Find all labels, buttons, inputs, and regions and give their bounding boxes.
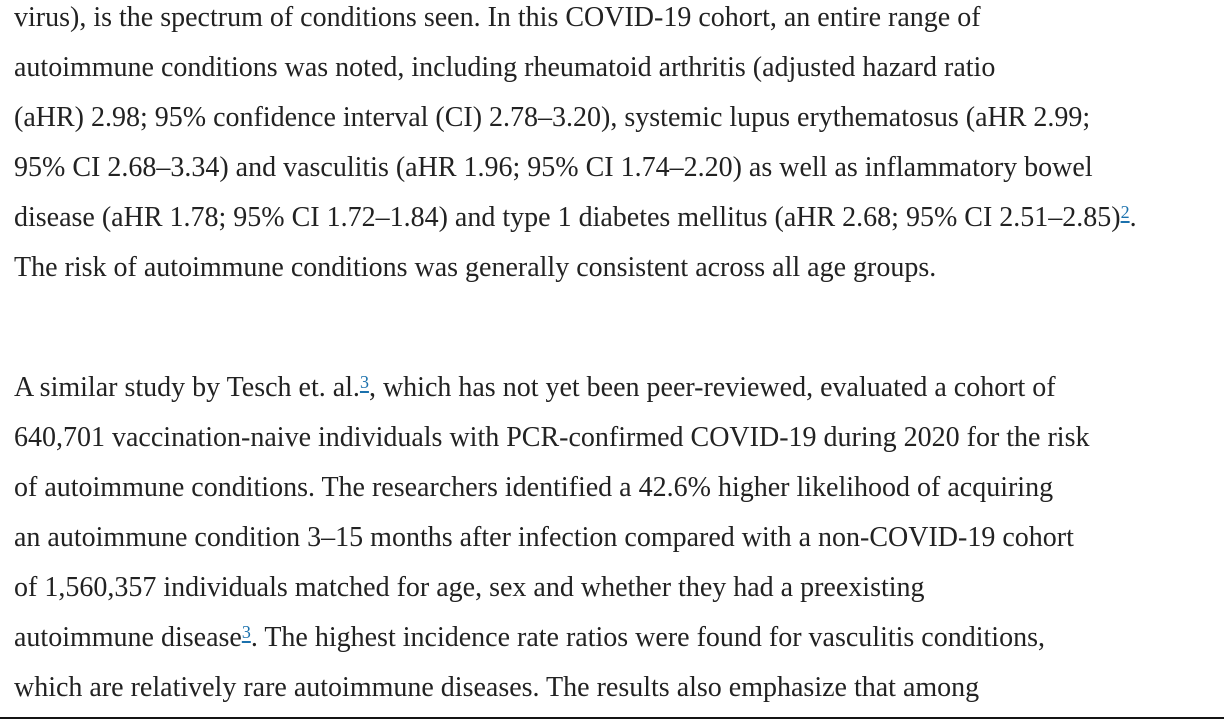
text-line: disease (aHR 1.78; 95% CI 1.72–1.84) and… bbox=[14, 193, 1208, 243]
text-run: (aHR) 2.98; 95% confidence interval (CI)… bbox=[14, 102, 1091, 133]
paragraph: A similar study by Tesch et. al.3, which… bbox=[14, 363, 1208, 713]
text-run: of autoimmune conditions. The researcher… bbox=[14, 472, 1054, 503]
reference-link[interactable]: 2 bbox=[1120, 202, 1130, 222]
text-line: autoimmune disease3. The highest inciden… bbox=[14, 613, 1208, 663]
text-run: The risk of autoimmune conditions was ge… bbox=[14, 252, 937, 283]
reference-link[interactable]: 3 bbox=[359, 372, 369, 392]
text-run: autoimmune conditions was noted, includi… bbox=[14, 52, 996, 83]
text-line: The risk of autoimmune conditions was ge… bbox=[14, 243, 1208, 293]
text-line: A similar study by Tesch et. al.3, which… bbox=[14, 363, 1208, 413]
paragraph: virus), is the spectrum of conditions se… bbox=[14, 0, 1208, 293]
text-run: 95% CI 2.68–3.34) and vasculitis (aHR 1.… bbox=[14, 152, 1093, 183]
text-run: an autoimmune condition 3–15 months afte… bbox=[14, 522, 1074, 553]
text-run: 640,701 vaccination-naive individuals wi… bbox=[14, 422, 1090, 453]
text-run: A similar study by Tesch et. al. bbox=[14, 372, 360, 403]
reference-link[interactable]: 3 bbox=[241, 622, 251, 642]
text-run: . The highest incidence rate ratios were… bbox=[250, 622, 1045, 653]
text-run: autoimmune disease bbox=[14, 622, 242, 653]
text-line: (aHR) 2.98; 95% confidence interval (CI)… bbox=[14, 93, 1208, 143]
text-line: which are relatively rare autoimmune dis… bbox=[14, 663, 1208, 713]
text-line: of 1,560,357 individuals matched for age… bbox=[14, 563, 1208, 613]
text-line: 95% CI 2.68–3.34) and vasculitis (aHR 1.… bbox=[14, 143, 1208, 193]
text-run: disease (aHR 1.78; 95% CI 1.72–1.84) and… bbox=[14, 202, 1121, 233]
text-line: of autoimmune conditions. The researcher… bbox=[14, 463, 1208, 513]
text-line: virus), is the spectrum of conditions se… bbox=[14, 0, 1208, 43]
text-line: autoimmune conditions was noted, includi… bbox=[14, 43, 1208, 93]
text-run: , which has not yet been peer-reviewed, … bbox=[368, 372, 1056, 403]
text-line: 640,701 vaccination-naive individuals wi… bbox=[14, 413, 1208, 463]
text-run: virus), is the spectrum of conditions se… bbox=[14, 2, 981, 33]
text-run: . bbox=[1129, 202, 1137, 233]
text-line: an autoimmune condition 3–15 months afte… bbox=[14, 513, 1208, 563]
text-run: which are relatively rare autoimmune dis… bbox=[14, 672, 980, 703]
page-bottom-rule bbox=[0, 717, 1224, 719]
article-text: virus), is the spectrum of conditions se… bbox=[14, 0, 1208, 713]
text-run: of 1,560,357 individuals matched for age… bbox=[14, 572, 925, 603]
